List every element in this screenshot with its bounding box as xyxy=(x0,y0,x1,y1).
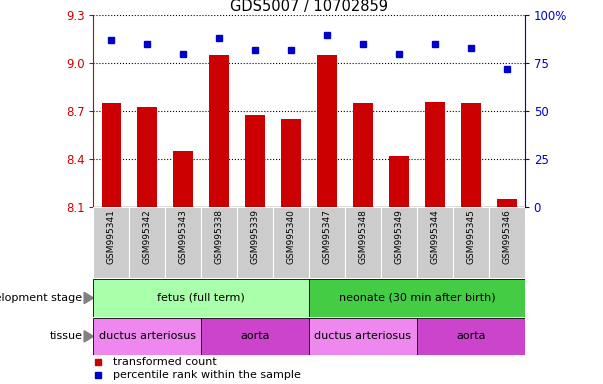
Bar xyxy=(309,279,525,317)
Text: development stage: development stage xyxy=(0,293,82,303)
Text: GSM995344: GSM995344 xyxy=(431,210,440,264)
Bar xyxy=(497,199,517,207)
Bar xyxy=(461,103,481,207)
Bar xyxy=(93,318,201,355)
Bar xyxy=(389,156,409,207)
Text: GSM995343: GSM995343 xyxy=(178,210,188,264)
Text: GSM995345: GSM995345 xyxy=(466,210,475,264)
Text: GSM995342: GSM995342 xyxy=(143,210,152,264)
Text: ductus arteriosus: ductus arteriosus xyxy=(99,331,196,341)
Text: GSM995340: GSM995340 xyxy=(286,210,295,264)
Bar xyxy=(101,103,121,207)
Bar xyxy=(137,106,157,207)
Bar xyxy=(353,103,373,207)
Bar xyxy=(201,318,309,355)
Bar xyxy=(309,207,345,278)
Bar xyxy=(174,151,193,207)
Text: aorta: aorta xyxy=(456,331,485,341)
Bar xyxy=(425,102,444,207)
Polygon shape xyxy=(84,292,93,304)
Bar xyxy=(245,114,265,207)
Bar xyxy=(209,55,229,207)
Text: GSM995346: GSM995346 xyxy=(502,210,511,264)
Bar xyxy=(237,207,273,278)
Text: GSM995348: GSM995348 xyxy=(358,210,367,264)
Bar xyxy=(273,207,309,278)
Bar xyxy=(488,207,525,278)
Bar xyxy=(317,55,337,207)
Text: GSM995349: GSM995349 xyxy=(394,210,403,264)
Text: GSM995339: GSM995339 xyxy=(251,210,260,265)
Text: fetus (full term): fetus (full term) xyxy=(157,293,245,303)
Bar xyxy=(453,207,488,278)
Text: GSM995347: GSM995347 xyxy=(323,210,332,264)
Bar xyxy=(201,207,237,278)
Bar xyxy=(381,207,417,278)
Text: GSM995341: GSM995341 xyxy=(107,210,116,264)
Text: neonate (30 min after birth): neonate (30 min after birth) xyxy=(338,293,495,303)
Bar xyxy=(345,207,381,278)
Text: GSM995338: GSM995338 xyxy=(215,210,224,265)
Bar xyxy=(165,207,201,278)
Bar xyxy=(281,119,301,207)
Polygon shape xyxy=(84,331,93,342)
Bar xyxy=(93,207,130,278)
Title: GDS5007 / 10702859: GDS5007 / 10702859 xyxy=(230,0,388,14)
Text: tissue: tissue xyxy=(49,331,82,341)
Text: ductus arteriosus: ductus arteriosus xyxy=(314,331,411,341)
Text: transformed count: transformed count xyxy=(113,357,216,367)
Bar xyxy=(130,207,165,278)
Bar xyxy=(417,207,453,278)
Bar xyxy=(417,318,525,355)
Bar xyxy=(93,279,309,317)
Bar xyxy=(309,318,417,355)
Text: aorta: aorta xyxy=(241,331,270,341)
Text: percentile rank within the sample: percentile rank within the sample xyxy=(113,370,301,381)
